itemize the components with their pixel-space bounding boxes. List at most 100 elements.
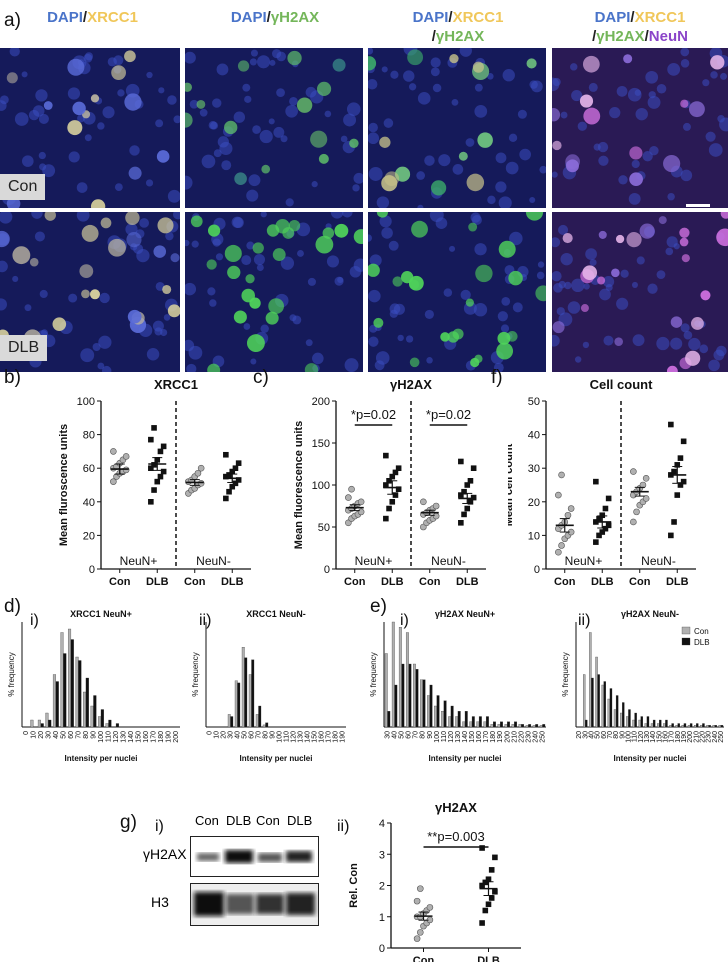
bar-dlb [387,711,391,728]
nucleus [631,159,640,169]
bar-con [241,647,245,728]
cell [72,101,86,116]
nucleus [201,154,216,169]
nucleus [501,296,511,306]
nucleus [353,258,363,272]
cell [368,56,377,71]
micrograph-image [368,212,546,372]
x-axis-label: Intensity per nuclei [614,754,687,763]
x-tick-label: Con [344,576,366,588]
data-point-con [420,498,427,506]
nucleus [537,261,545,268]
nucleus [474,83,483,92]
nucleus [340,135,348,143]
nucleus [98,335,112,349]
x-tick-label: 30 [385,731,392,739]
nucleus [616,297,629,310]
x-tick-label: DLB [456,576,479,588]
blot-h3-bands [191,884,318,925]
nucleus [558,224,569,235]
x-tick-label: 130 [121,731,128,743]
bar-con [391,621,395,728]
significance-label: *p=0.02 [426,407,471,422]
x-tick-label: 60 [68,731,75,739]
bar-con [441,711,445,728]
bar-con [613,709,617,728]
x-tick-label: 200 [687,731,694,743]
y-tick-label: 0 [89,564,95,576]
nucleus [185,239,190,247]
nucleus [716,345,727,357]
x-tick-label: 110 [632,731,639,742]
nucleus [14,112,29,126]
data-point-dlb [596,532,602,539]
nucleus [682,122,691,131]
nucleus [158,87,165,94]
bar-con [262,724,266,728]
nucleus [32,105,45,117]
cell [580,304,589,313]
nucleus [212,98,222,108]
x-tick-label: 140 [128,731,135,743]
cell [127,309,142,324]
nucleus [438,154,451,167]
nucleus [185,282,197,296]
x-tick-label: 160 [143,731,150,743]
cell [690,317,704,330]
nucleus [424,155,435,166]
nucleus [346,102,361,116]
nucleus [76,182,88,193]
x-tick-label: 130 [455,731,462,743]
nucleus [460,289,471,300]
data-point-con [555,548,562,556]
data-point-dlb [599,529,606,535]
cell [315,235,334,254]
y-tick-label: 50 [318,522,330,534]
bar-dlb [500,721,503,728]
nucleus [172,212,180,220]
nucleus [276,51,287,62]
x-tick-label: 40 [235,731,242,739]
data-point-con [639,481,647,489]
data-point-dlb [668,532,674,539]
cell [79,264,94,278]
x-tick-label: 160 [662,731,669,743]
nucleus [680,323,690,333]
bar-con [638,719,641,728]
bar-con [52,674,57,728]
x-tick-label: 120 [113,731,120,743]
y-tick-label: 30 [528,463,540,475]
x-tick-label: 100 [277,731,284,743]
chart-title: Cell count [590,377,654,392]
bar-con [694,725,697,728]
bar-con [700,725,703,728]
bar-dlb [93,695,97,728]
x-axis-label: Intensity per nuclei [240,754,313,763]
nucleus [656,336,670,351]
cell [498,240,516,258]
cell [156,150,170,163]
nucleus [620,269,629,278]
bar-con [706,725,709,728]
nucleus [708,143,723,157]
micrograph-dlb-dapi-gh2ax [185,212,363,372]
cell [353,229,363,245]
x-tick-label: 50 [399,731,406,739]
nucleus [552,171,558,178]
bar-dlb [78,660,82,728]
y-axis-label: % frequency [561,652,570,696]
nucleus [473,303,488,317]
nucleus [292,315,302,325]
x-tick-label: 250 [539,731,546,743]
nucleus [536,271,545,280]
data-point-dlb [671,468,677,475]
nucleus [273,126,285,138]
x-tick-label: 220 [699,731,706,743]
bar-dlb [408,663,412,728]
data-point-con [122,466,130,474]
group-label: NeuN+ [355,554,393,568]
data-point-con [567,505,575,512]
bar-dlb [521,724,525,728]
nucleus [368,234,372,242]
nucleus [146,71,153,79]
